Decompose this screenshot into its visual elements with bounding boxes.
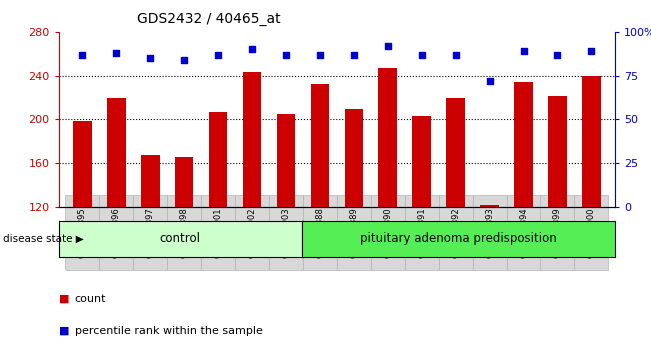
Bar	[378, 68, 397, 207]
Text: disease state ▶: disease state ▶	[3, 234, 84, 244]
Bar	[548, 97, 567, 207]
Bar	[412, 116, 431, 207]
Bar	[141, 154, 159, 207]
Bar	[175, 157, 193, 207]
Point	[587, 48, 597, 54]
Bar	[514, 82, 533, 207]
Bar	[243, 72, 262, 207]
Bar	[582, 76, 601, 207]
Text: ■: ■	[59, 294, 69, 304]
Text: count: count	[75, 294, 106, 304]
Point	[111, 50, 122, 56]
Point	[145, 55, 156, 61]
Point	[77, 52, 87, 57]
Point	[281, 52, 291, 57]
Point	[213, 52, 223, 57]
Point	[450, 52, 461, 57]
Point	[179, 57, 189, 63]
Bar	[73, 121, 92, 207]
Bar	[107, 98, 126, 207]
Point	[314, 52, 325, 57]
Point	[484, 78, 495, 84]
Text: pituitary adenoma predisposition: pituitary adenoma predisposition	[360, 233, 557, 245]
Point	[349, 52, 359, 57]
Point	[383, 43, 393, 49]
Bar	[344, 109, 363, 207]
Text: control: control	[160, 233, 201, 245]
Point	[247, 47, 257, 52]
Text: GDS2432 / 40465_at: GDS2432 / 40465_at	[137, 12, 280, 27]
Point	[552, 52, 562, 57]
Text: ■: ■	[59, 326, 69, 336]
Text: percentile rank within the sample: percentile rank within the sample	[75, 326, 263, 336]
Bar	[277, 114, 296, 207]
Bar	[311, 84, 329, 207]
Bar	[209, 112, 227, 207]
Bar	[480, 205, 499, 207]
Bar	[447, 98, 465, 207]
Point	[518, 48, 529, 54]
Point	[417, 52, 427, 57]
